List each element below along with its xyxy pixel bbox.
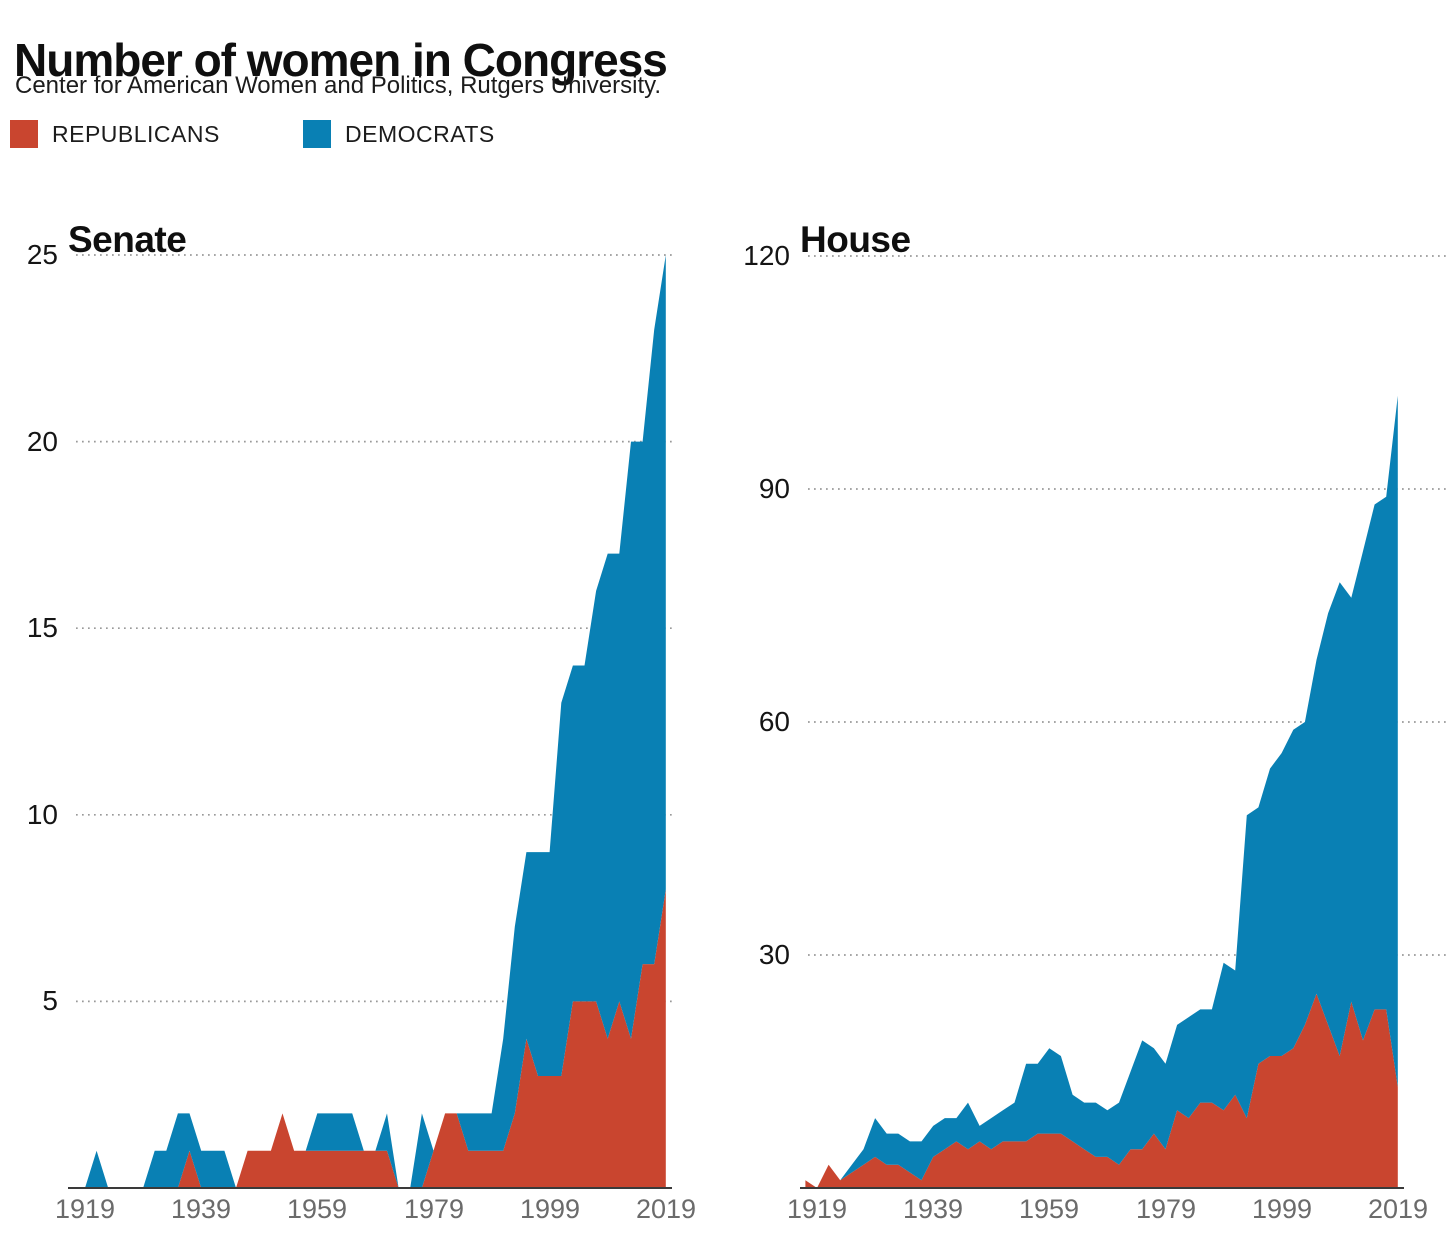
senate-x-tick-label: 1979 bbox=[403, 1194, 465, 1224]
house-x-tick-label: 1959 bbox=[1018, 1194, 1080, 1224]
house-democrats-area bbox=[805, 395, 1398, 1188]
senate-y-tick-label: 25 bbox=[26, 239, 58, 270]
senate-x-tick-label: 1999 bbox=[519, 1194, 581, 1224]
house-x-tick-label: 1999 bbox=[1251, 1194, 1313, 1224]
democrats-swatch-icon bbox=[303, 120, 331, 148]
house-chart-title: House bbox=[800, 218, 911, 260]
senate-democrats-area bbox=[73, 255, 666, 1188]
house-x-tick-label: 1919 bbox=[786, 1194, 848, 1224]
house-y-tick-label: 90 bbox=[758, 473, 790, 504]
house-x-tick-label: 2019 bbox=[1367, 1194, 1429, 1224]
page-title: Number of women in Congress bbox=[14, 33, 668, 86]
legend-label-democrats: DEMOCRATS bbox=[345, 121, 495, 147]
senate-x-tick-label: 1939 bbox=[170, 1194, 232, 1224]
senate-chart-title: Senate bbox=[68, 218, 187, 260]
senate-x-tick-label: 2019 bbox=[635, 1194, 697, 1224]
house-x-tick-label: 1979 bbox=[1135, 1194, 1197, 1224]
house-x-tick-label: 1939 bbox=[902, 1194, 964, 1224]
house-y-tick-label: 120 bbox=[743, 240, 790, 271]
senate-y-tick-label: 10 bbox=[26, 799, 58, 830]
page-subtitle: Center for American Women and Politics, … bbox=[15, 72, 662, 99]
senate-x-tick-label: 1919 bbox=[54, 1194, 116, 1224]
senate-republicans-area bbox=[73, 889, 666, 1188]
senate-y-tick-label: 15 bbox=[26, 612, 58, 643]
house-republicans-area bbox=[805, 993, 1398, 1188]
senate-x-tick-label: 1959 bbox=[286, 1194, 348, 1224]
senate-y-tick-label: 20 bbox=[26, 426, 58, 457]
house-y-tick-label: 60 bbox=[758, 706, 790, 737]
legend: REPUBLICANS DEMOCRATS bbox=[0, 119, 700, 149]
republicans-swatch-icon bbox=[10, 120, 38, 148]
legend-label-republicans: REPUBLICANS bbox=[52, 121, 220, 147]
senate-y-tick-label: 5 bbox=[42, 985, 58, 1016]
house-y-tick-label: 30 bbox=[758, 939, 790, 970]
